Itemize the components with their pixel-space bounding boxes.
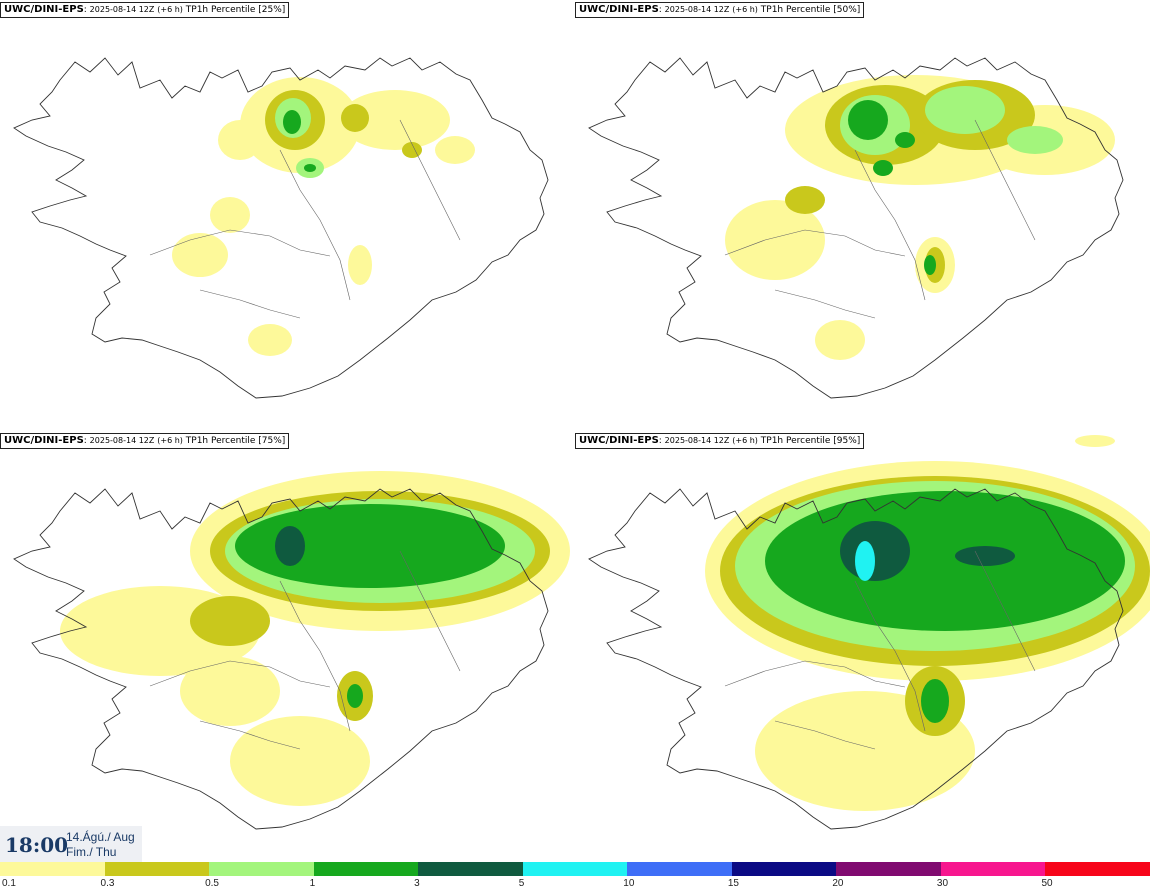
run-label: 2025-08-14 12Z <box>664 436 730 445</box>
legend-tick-label: 0.1 <box>2 878 16 889</box>
legend-color-9 <box>940 862 1046 876</box>
parameter-label: TP1h Percentile [50%] <box>760 5 861 15</box>
panel-title: UWC/DINI-EPS: 2025-08-14 12Z (+6 h) TP1h… <box>575 433 865 449</box>
valid-date-line1: 14.Ágú./ Aug <box>66 830 135 844</box>
source-label: UWC/DINI-EPS <box>4 4 84 15</box>
lead-label: (+6 h) <box>732 436 758 445</box>
parameter-label: TP1h Percentile [75%] <box>185 436 286 446</box>
lead-label: (+6 h) <box>157 5 183 14</box>
panel-title: UWC/DINI-EPS: 2025-08-14 12Z (+6 h) TP1h… <box>0 2 290 18</box>
legend-color-7 <box>731 862 837 876</box>
run-label: 2025-08-14 12Z <box>89 436 155 445</box>
precip-map-50 <box>588 57 1124 399</box>
legend-color-5 <box>522 862 628 876</box>
precip-shading <box>705 435 1150 811</box>
legend-tick-label: 0.5 <box>205 878 219 889</box>
parameter-label: TP1h Percentile [95%] <box>760 436 861 446</box>
legend-tick-label: 20 <box>832 878 844 889</box>
legend-tick-label: 3 <box>414 878 420 889</box>
map-panel-75: UWC/DINI-EPS: 2025-08-14 12Z (+6 h) TP1h… <box>0 431 575 861</box>
legend-tick-label: 0.3 <box>100 878 115 889</box>
legend-tick-label: 30 <box>936 878 949 889</box>
run-label: 2025-08-14 12Z <box>89 5 155 14</box>
legend-color-0 <box>0 862 105 876</box>
color-legend: 0.1 0.3 0.5 1 3 5 10 15 20 30 50 <box>0 862 1150 891</box>
legend-color-1 <box>104 862 210 876</box>
run-label: 2025-08-14 12Z <box>664 5 730 14</box>
legend-color-3 <box>313 862 419 876</box>
map-panel-50: UWC/DINI-EPS: 2025-08-14 12Z (+6 h) TP1h… <box>575 0 1150 430</box>
legend-tick-label: 1 <box>309 878 316 889</box>
legend-tick-label: 5 <box>518 878 525 889</box>
legend-color-4 <box>418 862 524 876</box>
precip-shading <box>725 75 1115 360</box>
legend-color-8 <box>836 862 942 876</box>
precip-map-95 <box>588 435 1150 830</box>
precip-shading <box>172 77 475 356</box>
panel-title: UWC/DINI-EPS: 2025-08-14 12Z (+6 h) TP1h… <box>0 433 290 449</box>
parameter-label: TP1h Percentile [25%] <box>185 5 286 15</box>
source-label: UWC/DINI-EPS <box>4 435 84 446</box>
legend-color-2 <box>209 862 315 876</box>
valid-date-line2: Fim./ Thu <box>66 845 117 859</box>
lead-label: (+6 h) <box>732 5 758 14</box>
legend-color-6 <box>627 862 733 876</box>
source-label: UWC/DINI-EPS <box>579 4 659 15</box>
legend-color-10 <box>1045 862 1150 876</box>
precip-map-75 <box>13 471 570 830</box>
legend-tick-label: 10 <box>623 878 635 889</box>
map-panel-25: UWC/DINI-EPS: 2025-08-14 12Z (+6 h) TP1h… <box>0 0 575 430</box>
valid-time-box: 18:00 14.Ágú./ Aug Fim./ Thu <box>0 826 142 862</box>
valid-time: 18:00 <box>5 833 69 857</box>
panel-title: UWC/DINI-EPS: 2025-08-14 12Z (+6 h) TP1h… <box>575 2 865 18</box>
legend-tick-label: 15 <box>727 878 739 889</box>
lead-label: (+6 h) <box>157 436 183 445</box>
map-panel-95: UWC/DINI-EPS: 2025-08-14 12Z (+6 h) TP1h… <box>575 431 1150 861</box>
source-label: UWC/DINI-EPS <box>579 435 659 446</box>
legend-tick-label: 50 <box>1041 878 1053 889</box>
precip-map-25 <box>13 57 549 399</box>
precip-shading <box>60 471 570 806</box>
